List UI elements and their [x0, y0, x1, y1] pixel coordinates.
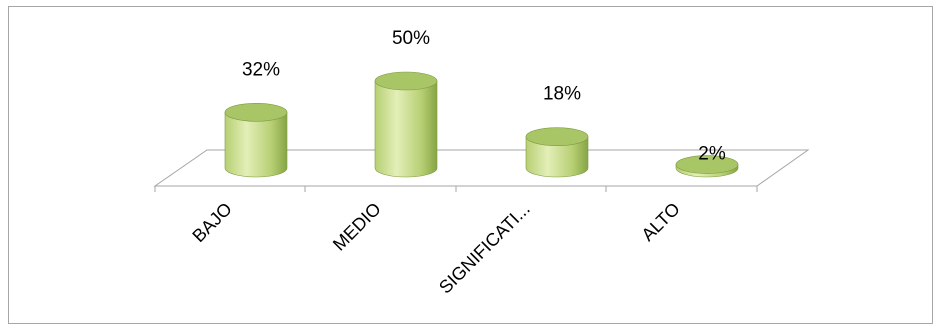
chart-floor [153, 149, 810, 192]
bar-series [224, 71, 739, 178]
bar-body [525, 136, 589, 178]
bar-body [224, 112, 288, 178]
bar-top [525, 127, 589, 146]
data-label: 18% [543, 84, 581, 105]
data-label: 50% [392, 28, 430, 49]
bar-alto [675, 155, 739, 178]
bar-significati [525, 127, 589, 178]
bar-body [374, 80, 438, 178]
bar-top [224, 103, 288, 122]
bar-bajo [224, 103, 288, 178]
tick-label: SIGNIFICATI... [435, 199, 534, 298]
bar-top [675, 155, 739, 174]
tick-label: ALTO [638, 199, 684, 245]
tick-label: MEDIO [329, 199, 385, 255]
floor-plane [153, 149, 810, 187]
bar-medio [374, 71, 438, 178]
category-axis-labels: BAJO MEDIO SIGNIFICATI... ALTO [188, 199, 683, 298]
tick-label: BAJO [188, 199, 235, 246]
data-label: 32% [242, 59, 280, 80]
bar-top [374, 71, 438, 91]
chart-frame [8, 6, 933, 324]
data-labels: 32% 50% 18% 2% [242, 28, 726, 165]
data-label: 2% [698, 144, 726, 165]
